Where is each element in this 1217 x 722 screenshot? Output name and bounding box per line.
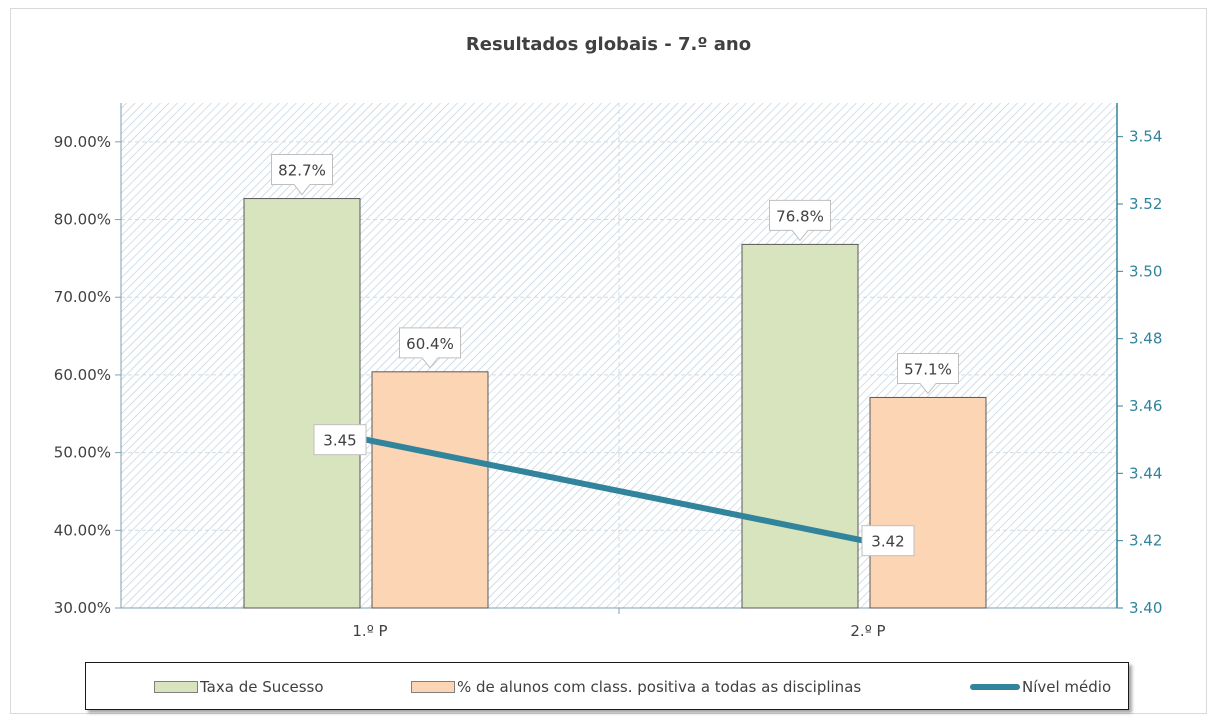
line-series — [363, 436, 867, 544]
y-right-tick-label: 3.52 — [1129, 195, 1162, 213]
y-left-tick-label: 80.00% — [54, 211, 111, 229]
bar-data-label: 76.8% — [769, 199, 831, 242]
y-left-tick-label: 90.00% — [54, 133, 111, 151]
y-right-tick-label: 3.46 — [1129, 397, 1162, 415]
bar-data-label-text: 76.8% — [776, 207, 824, 225]
bar-data-label-box — [271, 154, 333, 196]
legend-label-taxa: Taxa de Sucesso — [200, 678, 324, 696]
x-tick-label: 1.º P — [352, 622, 387, 640]
y-left-tick-label: 60.00% — [54, 366, 111, 384]
bar-data-label-box — [897, 352, 959, 395]
y-left-tick-label: 70.00% — [54, 288, 111, 306]
line-data-label-text: 3.42 — [871, 533, 904, 551]
y-right-tick-label: 3.50 — [1129, 262, 1162, 280]
y-right-tick-label: 3.42 — [1129, 532, 1162, 550]
bar-data-label: 60.4% — [399, 327, 461, 369]
y-left-tick-label: 50.00% — [54, 444, 111, 462]
y-left-tick-label: 40.00% — [54, 521, 111, 539]
bar — [741, 243, 859, 609]
bar-data-label-text: 57.1% — [904, 360, 952, 378]
legend-swatch-taxa — [154, 681, 198, 693]
legend-item-nivel: Nível médio — [970, 677, 1111, 697]
line-data-label: 3.42 — [861, 525, 915, 557]
bar — [371, 371, 489, 609]
bar — [243, 198, 361, 609]
bar-data-label: 57.1% — [897, 352, 959, 395]
y-right-tick-label: 3.48 — [1129, 330, 1162, 348]
bar — [869, 396, 987, 609]
line-data-label-box — [313, 424, 367, 456]
line-data-label-box — [861, 525, 915, 557]
y-right-tick-label: 3.44 — [1129, 464, 1162, 482]
line-data-label: 3.45 — [313, 424, 367, 456]
chart-title: Resultados globais - 7.º ano — [465, 34, 752, 55]
chart-legend: Taxa de Sucesso % de alunos com class. p… — [85, 662, 1129, 710]
legend-item-percent: % de alunos com class. positiva a todas … — [411, 677, 861, 697]
line-data-label-text: 3.45 — [323, 432, 356, 450]
bar-data-label: 82.7% — [271, 154, 333, 196]
legend-swatch-percent — [411, 681, 455, 693]
y-right-tick-label: 3.54 — [1129, 128, 1162, 146]
bar-data-label-box — [769, 199, 831, 242]
bar-data-label-text: 60.4% — [406, 335, 454, 353]
x-tick-label: 2.º P — [850, 622, 885, 640]
legend-item-taxa: Taxa de Sucesso — [154, 677, 324, 697]
legend-label-nivel: Nível médio — [1022, 678, 1112, 696]
bar-data-label-box — [399, 327, 461, 369]
y-right-tick-label: 3.40 — [1129, 599, 1162, 617]
y-left-tick-label: 30.00% — [54, 599, 111, 617]
legend-label-percent: % de alunos com class. positiva a todas … — [457, 678, 862, 696]
legend-swatch-nivel — [970, 684, 1020, 690]
bar-data-label-text: 82.7% — [278, 162, 326, 180]
